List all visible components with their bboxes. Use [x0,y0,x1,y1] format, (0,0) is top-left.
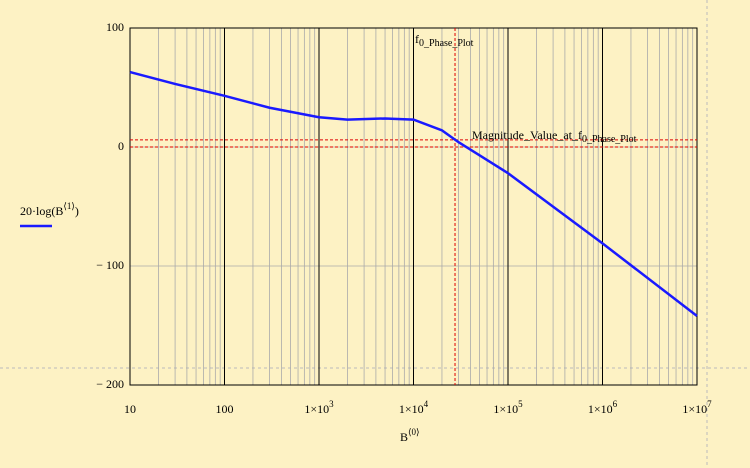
x-tick-label-text: 100 [216,402,234,416]
x-tick-label-text: 1×10 [682,402,707,416]
y-tick-label: 100 [106,20,124,34]
x-axis-label: B⟨0⟩ [400,427,420,444]
x-axis-label-base: B [400,430,408,444]
x-tick-label: 10 [124,402,136,416]
y-axis-label-tail: ) [75,204,79,218]
x-tick-label: 1×103 [304,399,334,416]
series-line [129,70,698,317]
y-tick-label: 0 [118,139,124,153]
marker-label-base: Magnitude_Value_at_f [472,128,582,142]
marker-label-base: f [415,32,419,46]
x-axis-label-sup: ⟨0⟩ [408,427,420,437]
x-tick-label-text: 10 [124,402,136,416]
marker-label: Magnitude_Value_at_f0_Phase_Plot [472,128,637,146]
x-tick-label: 100 [216,402,234,416]
x-tick-label: 1×104 [399,399,429,416]
x-tick-label-exponent: 4 [424,399,429,409]
x-tick-label: 1×106 [588,399,618,416]
y-axis-label: 20·log(B⟨1⟩) [20,201,79,218]
x-tick-label-text: 1×10 [493,402,518,416]
marker-label-sub: 0_Phase_Plot [582,134,637,145]
x-tick-label-exponent: 6 [613,399,618,409]
x-tick-label-text: 1×10 [588,402,613,416]
y-axis-label-sup: ⟨1⟩ [63,201,75,211]
x-tick-label: 1×105 [493,399,523,416]
marker-label: f0_Phase_Plot [415,32,474,50]
x-tick-label: 1×107 [682,399,712,416]
marker-label-sub: 0_Phase_Plot [419,38,474,49]
y-axis-label-base: 20·log(B [20,204,63,218]
y-tick-label: − 100 [96,258,124,272]
x-tick-label-exponent: 5 [518,399,523,409]
plot-frame [129,27,698,386]
y-tick-label: − 200 [96,377,124,391]
x-tick-label-exponent: 3 [329,399,334,409]
x-tick-label-text: 1×10 [399,402,424,416]
x-tick-label-exponent: 7 [707,399,712,409]
x-tick-label-text: 1×10 [304,402,329,416]
